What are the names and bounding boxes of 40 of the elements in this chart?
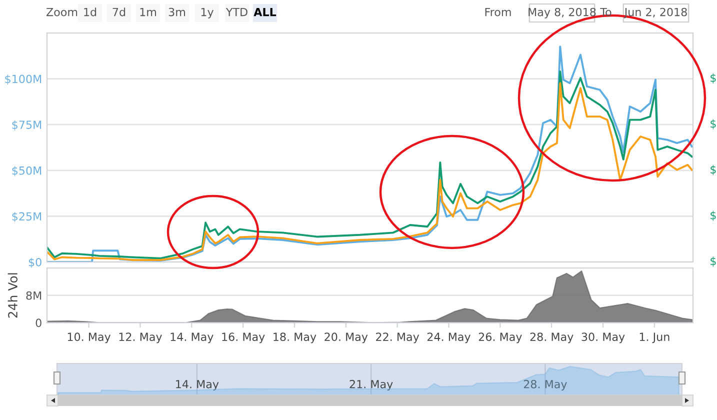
text: $ bbox=[710, 119, 716, 130]
x-tick-label: 22. May bbox=[376, 332, 420, 344]
x-tick-label: 24. May bbox=[427, 332, 470, 344]
y-axis-title: 24h Vol bbox=[8, 273, 18, 318]
text: 3m bbox=[168, 8, 186, 16]
x-tick-label: 14. May bbox=[170, 332, 214, 344]
text: $ bbox=[710, 73, 716, 84]
x-tick-label: 1. Jun bbox=[640, 332, 670, 344]
x-tick-label: 21. May bbox=[350, 380, 393, 390]
text: 1d bbox=[84, 8, 96, 16]
text: Jun 2, 2018 bbox=[624, 8, 687, 18]
y-tick-label: $75M bbox=[12, 120, 42, 130]
text: $ bbox=[710, 165, 716, 176]
text: YTD bbox=[226, 8, 248, 16]
y-tick-label: 0 bbox=[36, 318, 42, 328]
x-tick-label: 18. May bbox=[274, 332, 316, 344]
text: $ bbox=[710, 210, 716, 221]
x-tick-label: 30. May bbox=[582, 332, 625, 344]
x-tick-label: 16. May bbox=[222, 332, 265, 344]
text: ALL bbox=[254, 8, 276, 16]
text: $ bbox=[710, 256, 716, 267]
x-tick-label: 26. May bbox=[478, 332, 522, 344]
text: 1m bbox=[140, 8, 156, 16]
x-tick-label: 20. May bbox=[324, 332, 368, 344]
x-tick-label: 10. May bbox=[68, 332, 111, 344]
x-tick-label: 12. May bbox=[119, 332, 162, 344]
x-tick-label: 28. May bbox=[530, 332, 574, 344]
text: 7d bbox=[112, 8, 126, 16]
x-tick-label: 28. May bbox=[524, 380, 567, 390]
y-tick-label: 8M bbox=[26, 291, 42, 300]
y-tick-label: $100M bbox=[5, 74, 42, 85]
text: To bbox=[600, 8, 612, 16]
text: May 8, 2018 bbox=[528, 8, 596, 18]
y-tick-label: $0 bbox=[28, 258, 42, 268]
text: From bbox=[485, 8, 511, 16]
y-tick-label: $25M bbox=[12, 212, 42, 222]
x-tick-label: 14. May bbox=[176, 380, 219, 390]
text: Zoom bbox=[46, 8, 78, 16]
y-tick-label: $50M bbox=[12, 166, 42, 176]
text: 1y bbox=[201, 8, 214, 18]
